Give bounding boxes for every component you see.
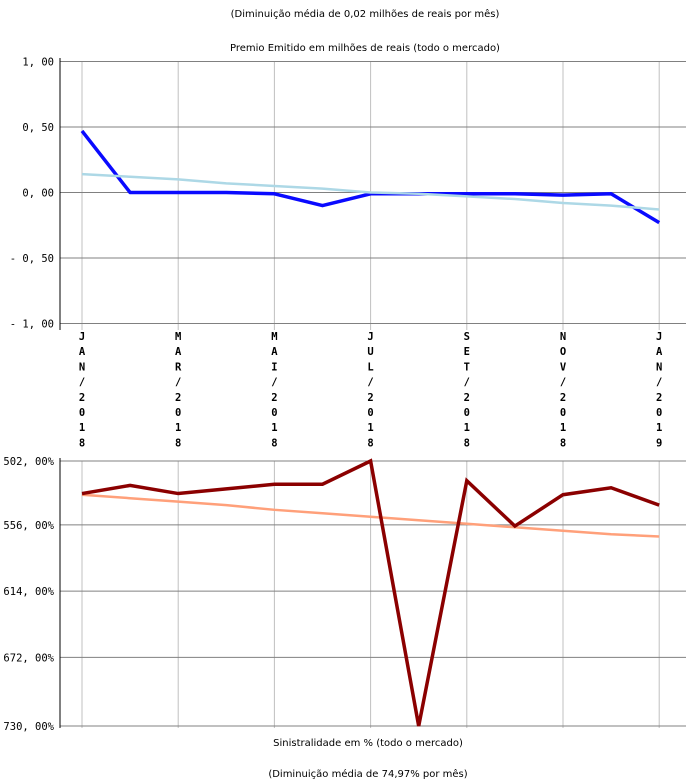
bottom-title: Sinistralidade em % (todo o mercado) <box>273 738 463 749</box>
x-tick-label: M A I/2 0 1 8 <box>271 331 278 449</box>
top-y-tick-label: - 0, 50 <box>10 253 54 265</box>
bottom-y-tick-label: 502, 00% <box>3 456 54 468</box>
x-tick-label: S E T/2 0 1 8 <box>464 331 470 449</box>
top-y-tick-label: 0, 50 <box>22 122 54 134</box>
top-y-tick-label: 1, 00 <box>22 57 54 69</box>
bottom-plot: 502, 00% 556, 00% 614, 00% 672, 00% 730, 00% <box>3 456 686 733</box>
x-axis-labels: J A N/2 0 1 8 M A R/2 0 1 8 M A I/2 0 1 8 J U L/2 0 1 8 S E T/2 0 1 8… <box>79 331 663 449</box>
x-tick-label: J A N/2 0 1 9 <box>656 331 663 449</box>
top-plot: 1, 00 0, 50 0, 00 - 0, 50 - 1, 00 <box>10 57 686 331</box>
top-series-line <box>80 129 661 225</box>
x-tick-label: J A N/2 0 1 8 <box>79 331 86 449</box>
top-trend-line <box>81 172 660 211</box>
bottom-subtitle: (Diminuição média de 74,97% por mês) <box>268 768 467 780</box>
x-tick-label: N O V/2 0 1 8 <box>560 331 567 449</box>
top-title: Premio Emitido em milhões de reais (todo… <box>230 43 500 54</box>
top-y-tick-label: - 1, 00 <box>10 319 54 331</box>
bottom-trend-line <box>81 493 660 538</box>
bottom-y-tick-label: 730, 00% <box>3 721 54 733</box>
top-y-tick-label: 0, 00 <box>22 188 54 200</box>
x-tick-label: M A R/2 0 1 8 <box>175 331 182 449</box>
x-tick-label: J U L/2 0 1 8 <box>367 331 373 449</box>
bottom-y-tick-label: 614, 00% <box>3 586 54 598</box>
top-subtitle: (Diminuição média de 0,02 milhões de rea… <box>231 8 500 20</box>
bottom-series-line <box>81 458 660 727</box>
bottom-y-tick-label: 672, 00% <box>3 652 54 664</box>
bottom-y-tick-label: 556, 00% <box>3 520 54 532</box>
